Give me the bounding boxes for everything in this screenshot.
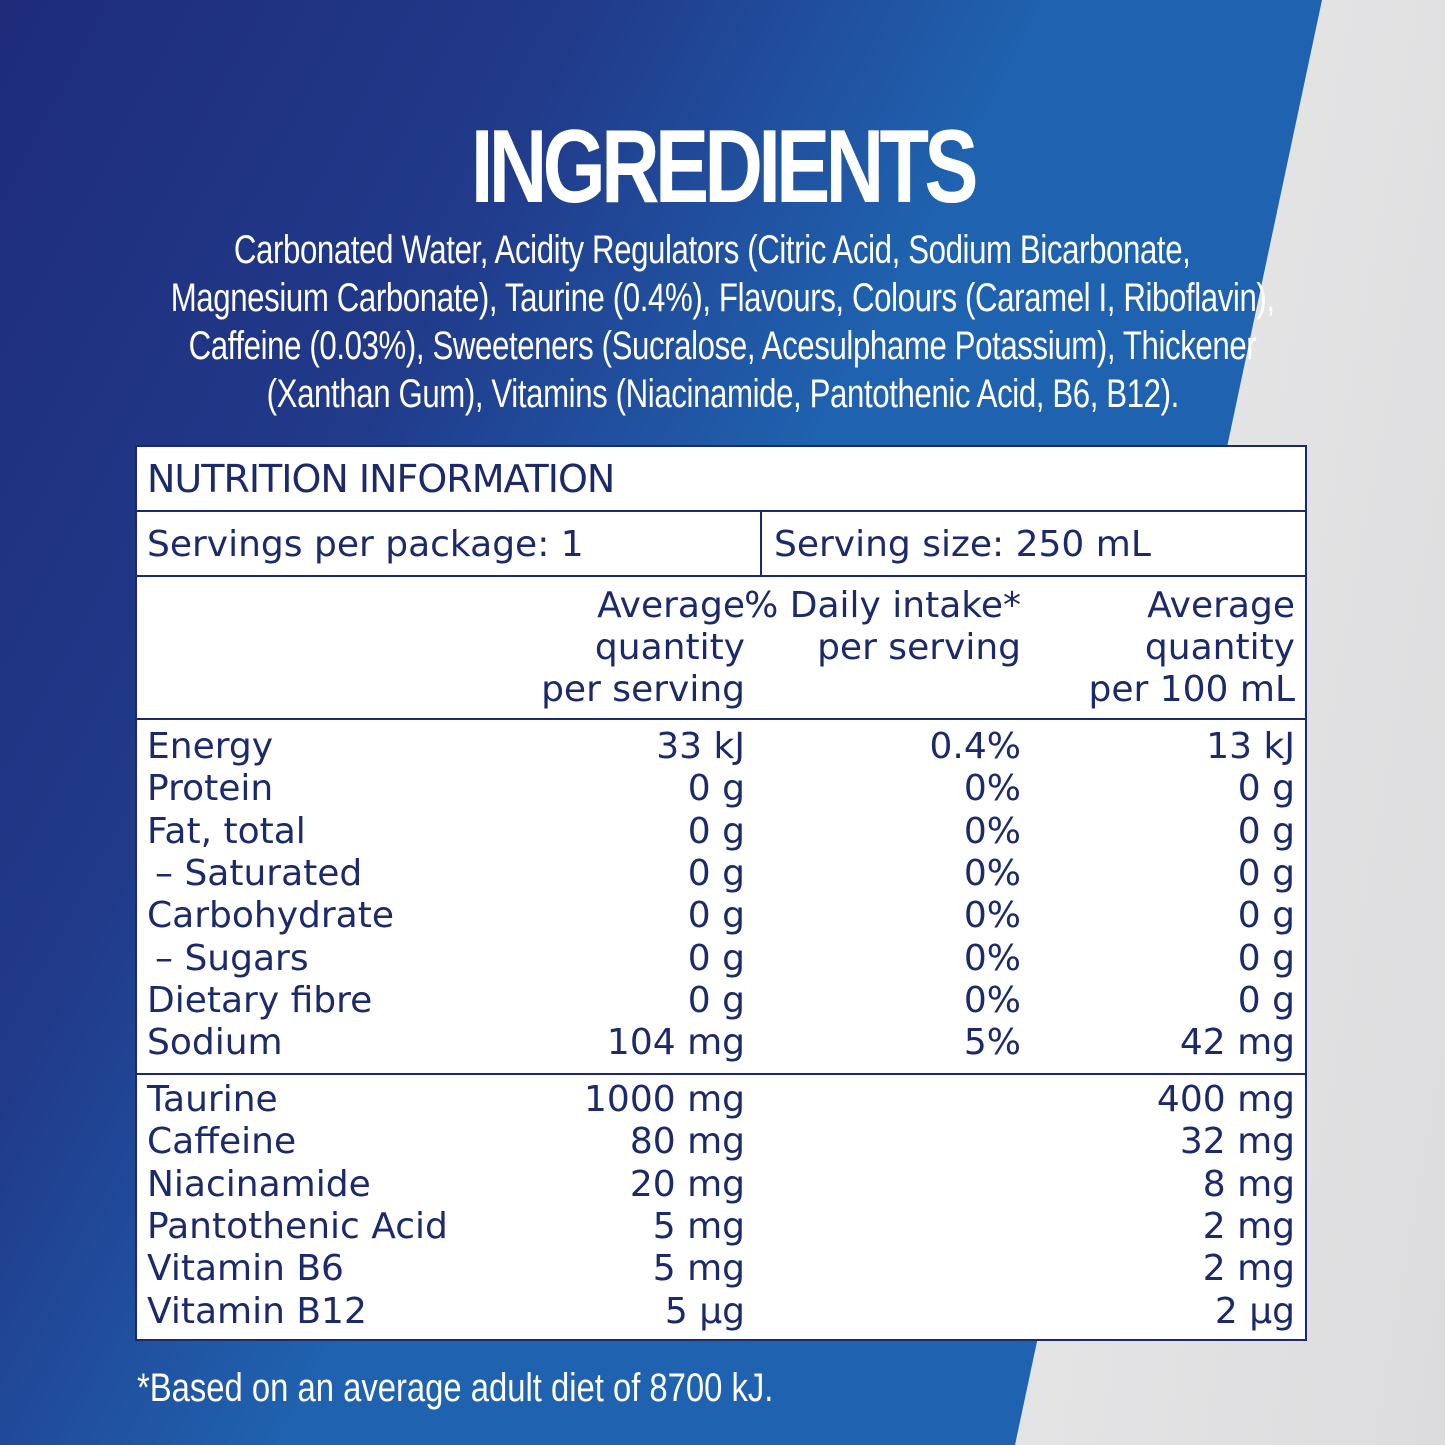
header-per-100ml: Average quantity per 100 mL [1088, 585, 1295, 710]
daily-intake-value: 0% [963, 768, 1021, 810]
per-serving-value: 5 µg [664, 1290, 745, 1332]
daily-intake-value: 0% [963, 979, 1021, 1021]
column-divider [760, 512, 762, 575]
nutrient-row: Vitamin B12 5 µg 2 µg [137, 1291, 1305, 1333]
header-daily-intake: % Daily intake* per serving [744, 585, 1021, 668]
per-serving-value: 0 g [687, 768, 745, 810]
per-serving-value: 0 g [687, 979, 745, 1021]
daily-intake-value: 0.4% [929, 726, 1021, 767]
nutrient-row: Carbohydrate 0 g 0% 0 g [137, 895, 1305, 937]
nutrient-row: Dietary fibre 0 g 0% 0 g [137, 980, 1305, 1022]
nutrient-name: Caffeine [147, 1121, 297, 1163]
per-100ml-value: 2 mg [1202, 1205, 1295, 1247]
per-100ml-value: 0 g [1237, 937, 1295, 979]
footnote: *Based on an average adult diet of 8700 … [137, 1366, 774, 1410]
per-100ml-value: 42 mg [1179, 1022, 1295, 1064]
header-row: Average quantity per serving % Daily int… [137, 577, 1305, 720]
per-serving-value: 104 mg [606, 1022, 745, 1064]
ingredients-text: Carbonated Water, Acidity Regulators (Ci… [0, 226, 1445, 418]
per-serving-value: 5 mg [652, 1248, 745, 1290]
per-100ml-value: 2 mg [1202, 1248, 1295, 1290]
nutrient-name: Vitamin B12 [147, 1290, 367, 1332]
nutrition-table: NUTRITION INFORMATION Servings per packa… [135, 445, 1307, 1341]
per-serving-value: 0 g [687, 937, 745, 979]
nutrient-row: Fat, total 0 g 0% 0 g [137, 811, 1305, 853]
nutrient-name: – Sugars [155, 937, 309, 979]
extras-section: Taurine 1000 mg 400 mg Caffeine 80 mg 32 mg Ni… [137, 1075, 1305, 1341]
daily-intake-value: 5% [963, 1022, 1021, 1064]
per-100ml-value: 0 g [1237, 852, 1295, 894]
per-100ml-value: 0 g [1237, 810, 1295, 852]
per-100ml-value: 400 mg [1156, 1079, 1295, 1120]
nutrient-name: Taurine [147, 1079, 278, 1120]
nutrient-row: Caffeine 80 mg 32 mg [137, 1121, 1305, 1163]
nutrient-name: Dietary fibre [147, 979, 373, 1021]
nutrient-name: Vitamin B6 [147, 1248, 344, 1290]
per-serving-value: 1000 mg [584, 1079, 745, 1120]
nutrient-row: Protein 0 g 0% 0 g [137, 768, 1305, 810]
nutrients-section: Energy 33 kJ 0.4% 13 kJ Protein 0 g 0% 0 g Fat, … [137, 720, 1305, 1075]
nutrient-row: Taurine 1000 mg 400 mg [137, 1079, 1305, 1121]
per-serving-value: 0 g [687, 852, 745, 894]
nutrient-name: Carbohydrate [147, 895, 394, 937]
nutrient-name: Energy [147, 726, 274, 767]
per-serving-value: 0 g [687, 810, 745, 852]
nutrient-name: Pantothenic Acid [147, 1205, 448, 1247]
ingredients-line: Carbonated Water, Acidity Regulators (Ci… [234, 228, 1191, 272]
per-100ml-value: 32 mg [1179, 1121, 1295, 1163]
per-100ml-value: 8 mg [1202, 1163, 1295, 1205]
nutrient-row: – Saturated 0 g 0% 0 g [137, 853, 1305, 895]
per-serving-value: 5 mg [652, 1205, 745, 1247]
ingredients-line: Caffeine (0.03%), Sweeteners (Sucralose,… [188, 324, 1257, 368]
nutrient-name: Sodium [147, 1022, 283, 1064]
per-serving-value: 20 mg [629, 1163, 745, 1205]
servings-row: Servings per package: 1 Serving size: 25… [137, 512, 1305, 577]
nutrient-row: – Sugars 0 g 0% 0 g [137, 938, 1305, 980]
header-per-serving: Average quantity per serving [541, 585, 745, 710]
per-serving-value: 80 mg [629, 1121, 745, 1163]
servings-per-package: Servings per package: 1 [147, 524, 584, 565]
nutrient-name: Protein [147, 768, 274, 810]
ingredients-title: INGREDIENTS [471, 109, 979, 225]
nutrient-row: Niacinamide 20 mg 8 mg [137, 1164, 1305, 1206]
per-serving-value: 33 kJ [656, 726, 745, 767]
nutrition-title: NUTRITION INFORMATION [147, 457, 615, 501]
nutrient-row: Vitamin B6 5 mg 2 mg [137, 1248, 1305, 1290]
per-100ml-value: 0 g [1237, 979, 1295, 1021]
nutrient-row: Energy 33 kJ 0.4% 13 kJ [137, 726, 1305, 768]
nutrient-name: – Saturated [155, 852, 363, 894]
nutrient-row: Pantothenic Acid 5 mg 2 mg [137, 1206, 1305, 1248]
daily-intake-value: 0% [963, 937, 1021, 979]
daily-intake-value: 0% [963, 895, 1021, 937]
nutrient-name: Niacinamide [147, 1163, 371, 1205]
per-serving-value: 0 g [687, 895, 745, 937]
per-100ml-value: 0 g [1237, 895, 1295, 937]
ingredients-line: Magnesium Carbonate), Taurine (0.4%), Fl… [170, 276, 1275, 320]
per-100ml-value: 2 µg [1214, 1290, 1295, 1332]
per-100ml-value: 0 g [1237, 768, 1295, 810]
nutrient-row: Sodium 104 mg 5% 42 mg [137, 1022, 1305, 1064]
per-100ml-value: 13 kJ [1206, 726, 1295, 767]
ingredients-line: (Xanthan Gum), Vitamins (Niacinamide, Pa… [266, 372, 1179, 416]
nutrition-title-row: NUTRITION INFORMATION [137, 447, 1305, 512]
daily-intake-value: 0% [963, 852, 1021, 894]
nutrient-name: Fat, total [147, 810, 306, 852]
daily-intake-value: 0% [963, 810, 1021, 852]
serving-size: Serving size: 250 mL [774, 524, 1151, 565]
